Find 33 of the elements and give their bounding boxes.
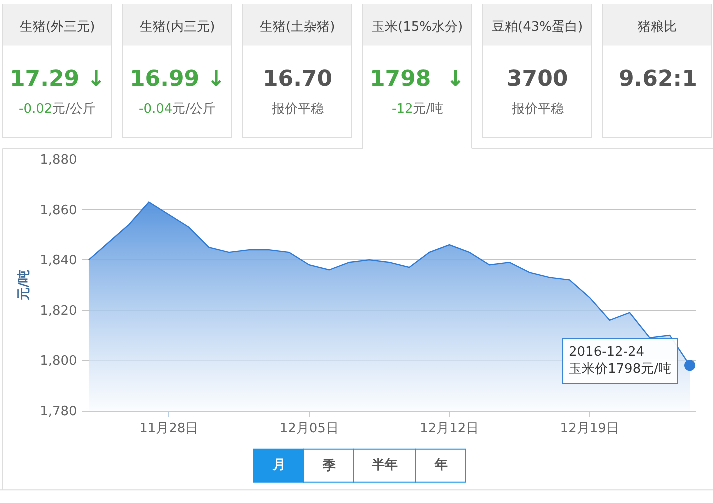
category-label: 年 bbox=[434, 458, 448, 473]
x-tick-label: 11月28日 bbox=[140, 421, 199, 436]
text: 猪粮比 bbox=[638, 20, 677, 35]
text: -0.02元/公斤 bbox=[19, 102, 96, 117]
text: -12元/吨 bbox=[392, 102, 444, 117]
text: 16.99 ↓ bbox=[130, 67, 226, 92]
y-tick-label: 1,840 bbox=[40, 254, 78, 269]
text: 报价平稳 bbox=[511, 102, 564, 117]
x-tick-label: 12月05日 bbox=[280, 421, 339, 436]
text: 3700 bbox=[507, 67, 568, 92]
y-tick-label: 1,780 bbox=[40, 404, 78, 420]
category-label: 月 bbox=[272, 458, 286, 473]
x-tick-label: 12月19日 bbox=[560, 421, 620, 436]
text: 生猪(内三元) bbox=[140, 20, 216, 35]
category-label: 半年 bbox=[371, 458, 398, 473]
text: 玉米(15%水分) bbox=[372, 20, 464, 35]
text: 报价平稳 bbox=[271, 102, 324, 117]
y-tick-label: 1,860 bbox=[40, 203, 78, 218]
text: 17.29 ↓ bbox=[10, 67, 106, 92]
y-tick-label: 1,880 bbox=[40, 153, 78, 168]
y-tick-label: 1,820 bbox=[40, 304, 78, 319]
x-tick-label: 12月12日 bbox=[420, 421, 480, 436]
y-axis-title: 元/吨 bbox=[17, 270, 32, 302]
category-label: 季 bbox=[322, 458, 336, 474]
text: 生猪(土杂猪) bbox=[260, 20, 336, 35]
text: 16.70 bbox=[263, 67, 333, 92]
y-tick-label: 1,800 bbox=[40, 354, 78, 370]
text: 豆粕(43%蛋白) bbox=[492, 20, 584, 35]
text: 1798 ↓ bbox=[370, 67, 465, 92]
text: 9.62:1 bbox=[619, 67, 698, 92]
annotation: 2016-12-24 玉米价1798元/吨 bbox=[569, 345, 672, 377]
text: -0.04元/公斤 bbox=[139, 102, 216, 117]
text: 生猪(外三元) bbox=[20, 20, 96, 35]
